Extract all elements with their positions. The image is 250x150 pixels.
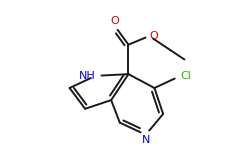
- Text: NH: NH: [79, 71, 96, 81]
- Text: O: O: [149, 31, 158, 41]
- Text: N: N: [142, 135, 150, 145]
- Text: Cl: Cl: [180, 71, 191, 81]
- Text: O: O: [110, 16, 119, 26]
